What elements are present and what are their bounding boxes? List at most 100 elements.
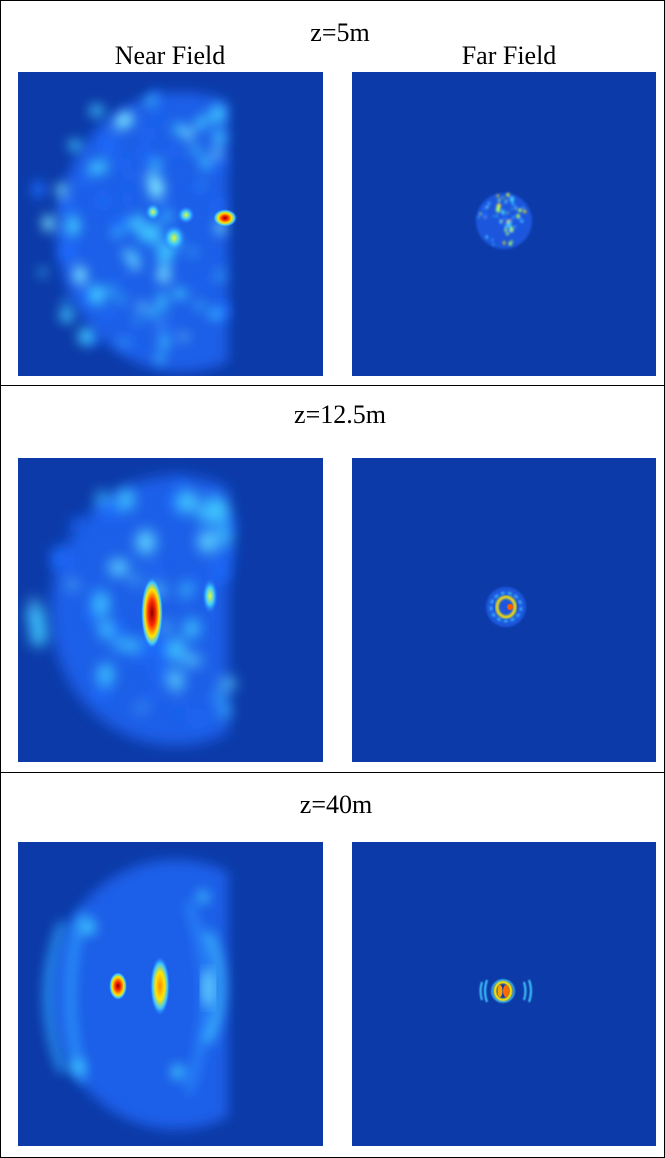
speckle (131, 575, 140, 585)
speckle (160, 247, 168, 252)
speckle (38, 268, 47, 277)
speckle (134, 316, 141, 323)
speckle (220, 161, 228, 167)
speckle (477, 216, 480, 218)
speckle (159, 621, 171, 632)
speckle (485, 235, 488, 239)
speckle (122, 194, 129, 201)
speckle (118, 339, 127, 345)
speckle (145, 225, 162, 245)
speckle (184, 127, 194, 141)
speckle (514, 204, 518, 207)
speckle (488, 202, 491, 205)
row-divider-1 (0, 385, 665, 386)
speckle (136, 302, 146, 310)
speckle (159, 203, 171, 214)
z-label-row3: z=40m (299, 790, 373, 819)
speckle (509, 197, 512, 200)
speckle (211, 148, 223, 157)
speckle (190, 145, 201, 155)
near-field-panel-z5 (18, 72, 323, 376)
speckle (500, 219, 503, 223)
speckle (497, 200, 500, 202)
speckle (96, 683, 109, 701)
near-field-image-z12_5 (26, 475, 236, 746)
speckle (168, 669, 184, 692)
speckle (208, 310, 221, 319)
speckle (89, 284, 106, 305)
speckle (93, 591, 110, 616)
speckle (217, 258, 227, 265)
speckle (69, 519, 85, 530)
speckle (508, 241, 512, 246)
far-field-panel-z5 (352, 72, 656, 376)
speckle (119, 157, 127, 170)
speckle (213, 692, 226, 701)
speckle (199, 277, 206, 284)
speckle (210, 104, 226, 124)
speckle (136, 705, 145, 713)
far-field-image-z5 (476, 193, 532, 249)
speckle (59, 201, 76, 213)
speckle (108, 559, 129, 576)
speckle (507, 229, 511, 234)
speckle (157, 267, 171, 283)
speckle (26, 606, 46, 626)
speckle (99, 127, 106, 132)
speckle (123, 339, 137, 348)
speckle (153, 661, 167, 681)
speckle (505, 199, 508, 202)
speckle (29, 598, 38, 607)
speckle (172, 123, 185, 135)
speckle (504, 225, 509, 229)
z-label-row1: z=5m (310, 18, 370, 47)
speckle (213, 130, 226, 145)
speckle (510, 216, 514, 222)
speckle (483, 212, 488, 219)
speckle (143, 129, 153, 141)
speckle (148, 177, 165, 200)
speckle (180, 582, 191, 598)
speckle (155, 352, 165, 364)
far-field-image-z12_5 (486, 587, 526, 627)
speckle (32, 180, 45, 199)
speckle (194, 301, 204, 309)
speckle (51, 546, 70, 571)
speckle (68, 139, 82, 151)
speckle (501, 209, 505, 215)
speckle (78, 327, 93, 346)
speckle (200, 155, 210, 170)
speckle (219, 678, 236, 689)
speckle (505, 232, 509, 236)
speckle (30, 620, 47, 647)
speckle (220, 705, 230, 718)
speckle (107, 285, 115, 297)
speckle (206, 495, 218, 503)
speckle (523, 209, 527, 214)
speckle (66, 581, 79, 589)
speckle (184, 618, 200, 639)
speckle (218, 544, 233, 564)
speckle (111, 230, 123, 238)
speckle (491, 238, 494, 242)
speckle (112, 216, 127, 235)
speckle (73, 266, 87, 285)
speckle (148, 564, 161, 576)
speckle (99, 501, 119, 520)
speckle (195, 117, 207, 131)
speckle (504, 201, 508, 204)
speckle (59, 308, 74, 323)
speckle (520, 219, 524, 223)
z-label-row2: z=12.5m (294, 400, 386, 429)
speckle (101, 309, 113, 318)
speckle (194, 182, 202, 192)
speckle (110, 622, 125, 641)
speckle (56, 183, 67, 197)
speckle (118, 111, 134, 126)
speckle (59, 230, 67, 237)
speckle (97, 663, 114, 687)
speckle (507, 194, 509, 197)
speckle (192, 711, 204, 727)
speckle (486, 206, 489, 209)
speckle (81, 175, 88, 187)
